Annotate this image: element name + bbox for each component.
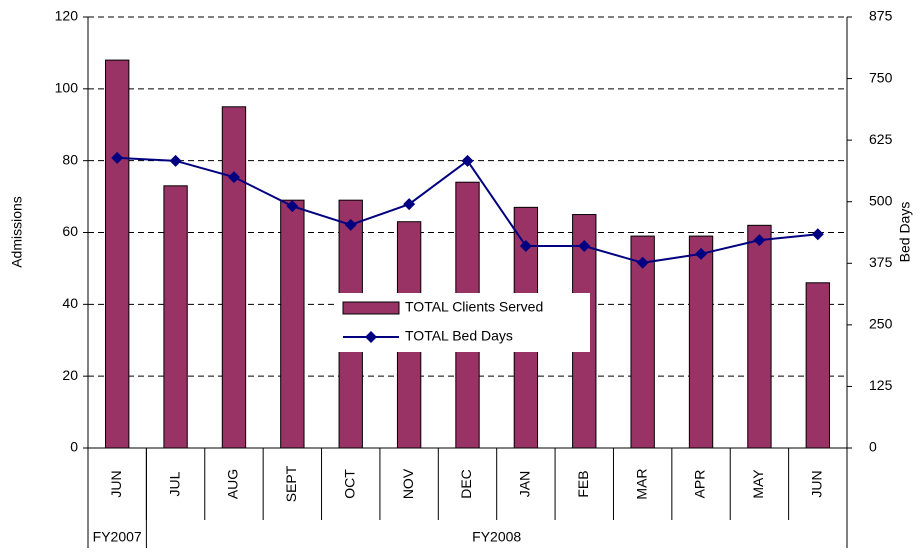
bar bbox=[163, 185, 188, 449]
marker bbox=[227, 171, 240, 184]
marker bbox=[461, 154, 474, 167]
y-tick-label: 0 bbox=[70, 439, 78, 455]
x-tick-label: FEB bbox=[575, 470, 591, 497]
x-tick-label: JUN bbox=[809, 470, 825, 497]
marker bbox=[286, 200, 299, 213]
bar bbox=[747, 224, 772, 449]
legend-marker bbox=[365, 331, 377, 343]
y2-axis-label: Bed Days bbox=[897, 202, 913, 263]
legend-label: TOTAL Clients Served bbox=[405, 299, 543, 315]
y-tick-label: 100 bbox=[55, 80, 79, 96]
x-tick-label: JUL bbox=[166, 471, 182, 496]
x-tick-label: NOV bbox=[400, 468, 416, 499]
x-tick-label: AUG bbox=[225, 469, 241, 499]
x-tick-label: JAN bbox=[517, 471, 533, 497]
legend: TOTAL Clients Served TOTAL Bed Days bbox=[337, 293, 590, 352]
marker bbox=[519, 240, 532, 253]
bar bbox=[280, 199, 305, 449]
marker bbox=[636, 256, 649, 269]
marker bbox=[169, 154, 182, 167]
y2-tick-label: 0 bbox=[869, 439, 877, 455]
y-tick-label: 40 bbox=[62, 295, 78, 311]
marker bbox=[695, 247, 708, 260]
x-tick-label: OCT bbox=[341, 469, 357, 499]
x-tick-label: MAR bbox=[633, 468, 649, 499]
bar bbox=[105, 59, 130, 449]
y2-tick-label: 500 bbox=[869, 192, 893, 208]
legend-label: TOTAL Bed Days bbox=[405, 328, 513, 344]
y2-tick-label: 125 bbox=[869, 377, 893, 393]
y-tick-label: 120 bbox=[55, 8, 79, 24]
legend-swatch bbox=[342, 301, 400, 315]
y2-tick-label: 625 bbox=[869, 131, 893, 147]
y-tick-label: 60 bbox=[62, 223, 78, 239]
y-axis-label: Admissions bbox=[9, 196, 25, 268]
marker bbox=[344, 218, 357, 231]
y2-tick-label: 375 bbox=[869, 254, 893, 270]
marker bbox=[811, 228, 824, 241]
x-tick-label: APR bbox=[692, 470, 708, 499]
bar bbox=[221, 106, 247, 449]
marker bbox=[111, 151, 124, 164]
x-tick-label: SEPT bbox=[283, 465, 299, 502]
group-label: FY2008 bbox=[472, 529, 521, 545]
x-tick-label: DEC bbox=[458, 469, 474, 499]
x-tick-label: JUN bbox=[108, 470, 124, 497]
marker bbox=[578, 240, 591, 253]
group-label: FY2007 bbox=[93, 529, 142, 545]
bar bbox=[688, 235, 714, 449]
y-tick-label: 20 bbox=[62, 367, 78, 383]
marker bbox=[403, 198, 416, 211]
marker bbox=[753, 234, 766, 247]
y2-tick-label: 750 bbox=[869, 69, 893, 85]
y2-tick-label: 875 bbox=[869, 8, 893, 24]
x-tick-label: MAY bbox=[750, 469, 766, 499]
bar bbox=[805, 282, 830, 449]
y-tick-label: 80 bbox=[62, 151, 78, 167]
y2-tick-label: 250 bbox=[869, 316, 893, 332]
